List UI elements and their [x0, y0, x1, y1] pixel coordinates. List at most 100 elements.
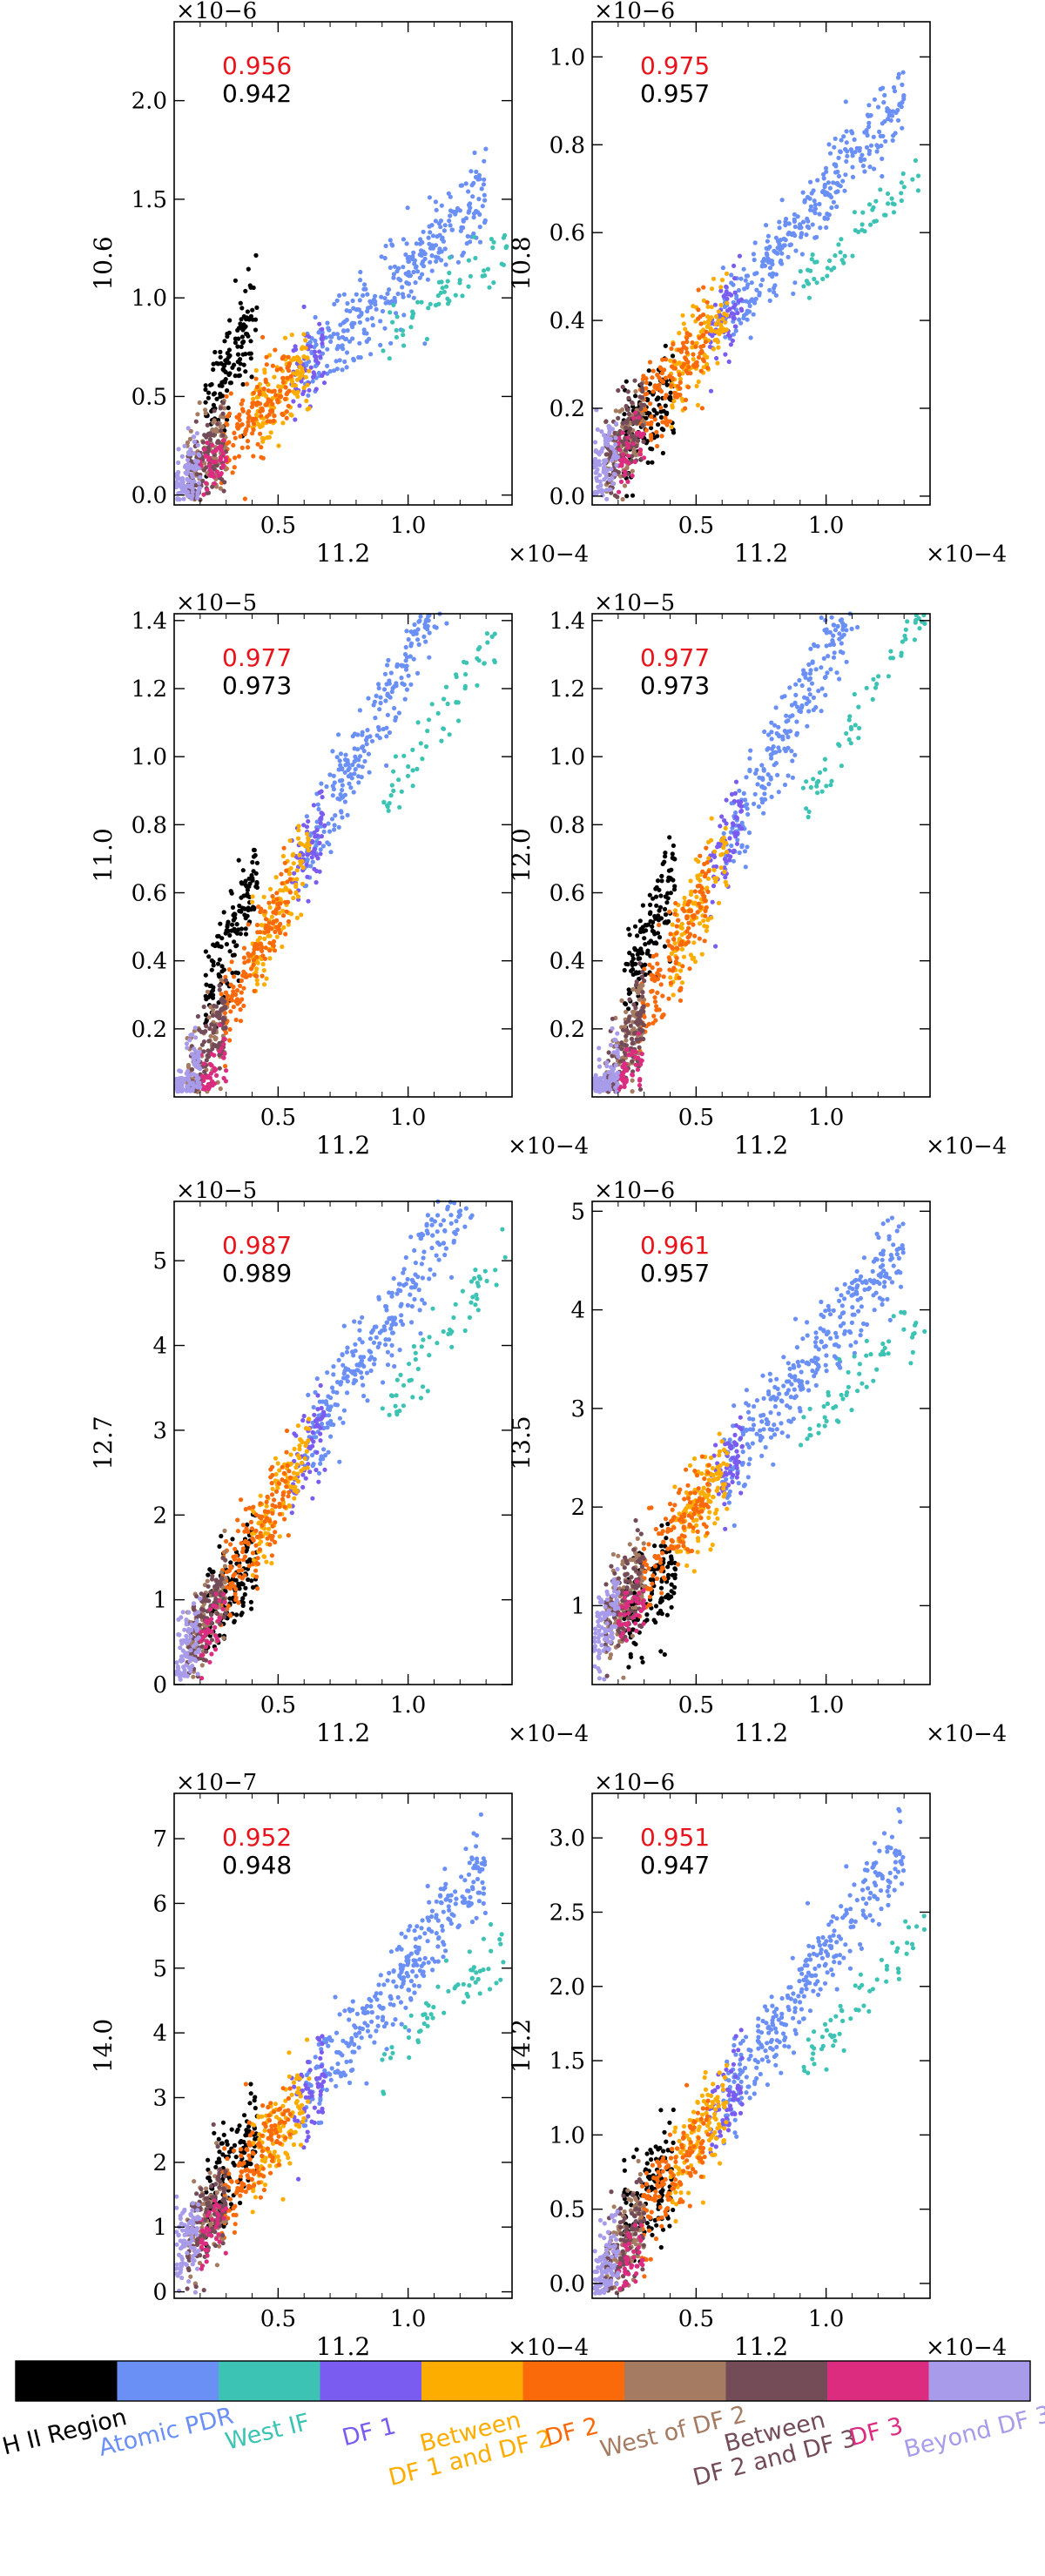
- point-atomic: [880, 133, 886, 138]
- point-df2: [674, 924, 679, 929]
- point-betw23: [638, 381, 644, 387]
- point-hii: [219, 360, 224, 367]
- point-df2: [255, 441, 260, 447]
- point-betw12: [291, 389, 296, 394]
- point-hii: [635, 971, 640, 976]
- point-atomic: [819, 686, 825, 691]
- point-atomic: [343, 752, 348, 757]
- point-atomic: [880, 121, 885, 126]
- point-hii: [206, 390, 212, 395]
- point-atomic: [433, 243, 439, 248]
- point-atomic: [824, 225, 829, 230]
- point-betw12: [716, 309, 721, 314]
- point-hii: [251, 905, 256, 910]
- point-df1: [317, 349, 322, 354]
- point-atomic: [336, 335, 341, 340]
- point-df3: [223, 1079, 228, 1084]
- point-df2: [697, 936, 702, 941]
- point-westif: [809, 257, 814, 262]
- point-atomic: [401, 1270, 406, 1275]
- point-df3: [641, 431, 646, 436]
- point-betw23: [631, 1002, 637, 1007]
- point-atomic: [432, 624, 437, 629]
- point-atomic: [404, 629, 409, 634]
- point-atomic: [769, 794, 774, 800]
- point-betw23: [206, 1054, 211, 1059]
- point-df2: [660, 993, 665, 999]
- point-df2: [686, 899, 692, 905]
- point-westif: [485, 266, 491, 272]
- point-beyond: [195, 442, 200, 447]
- x-tick-label: 0.5: [260, 513, 296, 539]
- point-westif: [443, 284, 449, 289]
- point-df2: [242, 496, 247, 501]
- point-atomic: [769, 730, 774, 735]
- point-hii: [636, 956, 641, 961]
- point-beyond: [610, 458, 615, 463]
- point-beyond: [608, 1074, 613, 1079]
- correlation-red: 0.977: [222, 643, 292, 672]
- point-atomic: [396, 276, 401, 281]
- point-atomic: [792, 212, 798, 217]
- point-atomic: [340, 367, 345, 373]
- point-atomic: [752, 300, 758, 306]
- point-hii: [218, 921, 223, 926]
- point-df2: [261, 387, 266, 392]
- point-beyond: [613, 1085, 618, 1090]
- point-westif: [447, 270, 452, 276]
- point-betw12: [303, 338, 308, 343]
- point-atomic: [429, 268, 435, 273]
- point-hii: [250, 307, 255, 313]
- point-westdf2: [641, 419, 646, 424]
- point-betw12: [260, 420, 266, 426]
- point-atomic: [802, 199, 807, 205]
- point-atomic: [799, 234, 804, 239]
- point-beyond: [173, 485, 179, 490]
- point-westif: [443, 684, 449, 689]
- point-atomic: [857, 148, 862, 153]
- point-betw23: [616, 469, 622, 475]
- point-atomic: [327, 327, 332, 333]
- point-df2: [258, 431, 263, 436]
- point-hii: [230, 905, 236, 910]
- point-df2: [677, 372, 682, 378]
- point-atomic: [344, 365, 349, 370]
- point-betw12: [706, 856, 711, 861]
- point-atomic: [332, 780, 337, 785]
- point-df1: [722, 817, 727, 824]
- point-atomic: [361, 293, 366, 298]
- point-df2: [649, 989, 654, 994]
- point-atomic: [408, 289, 414, 294]
- point-atomic: [860, 152, 865, 158]
- point-atomic: [442, 1252, 448, 1258]
- point-betw23: [206, 431, 212, 436]
- point-betw12: [280, 944, 285, 950]
- point-betw23: [217, 1066, 222, 1071]
- point-betw12: [680, 313, 685, 318]
- y-tick-label: 0.8: [549, 812, 585, 838]
- point-df2: [251, 421, 257, 427]
- point-westif: [439, 738, 444, 743]
- point-atomic: [900, 100, 905, 105]
- point-betw23: [642, 979, 647, 984]
- point-atomic: [337, 758, 342, 763]
- point-betw12: [254, 978, 260, 983]
- point-atomic: [455, 259, 462, 265]
- point-atomic: [841, 134, 846, 139]
- point-atomic: [362, 282, 367, 287]
- point-betw12: [709, 315, 714, 320]
- point-beyond: [185, 466, 191, 472]
- point-beyond: [179, 454, 185, 459]
- point-atomic: [811, 695, 817, 701]
- point-betw12: [705, 885, 710, 891]
- point-atomic: [437, 246, 442, 252]
- point-atomic: [799, 703, 805, 709]
- y-tick-label: 2.0: [131, 89, 167, 115]
- point-atomic: [334, 755, 340, 760]
- point-atomic: [885, 106, 890, 111]
- point-df2: [703, 340, 709, 345]
- point-df2: [266, 388, 271, 393]
- point-df2: [260, 334, 266, 340]
- point-df1: [732, 324, 738, 329]
- point-hii: [223, 377, 228, 382]
